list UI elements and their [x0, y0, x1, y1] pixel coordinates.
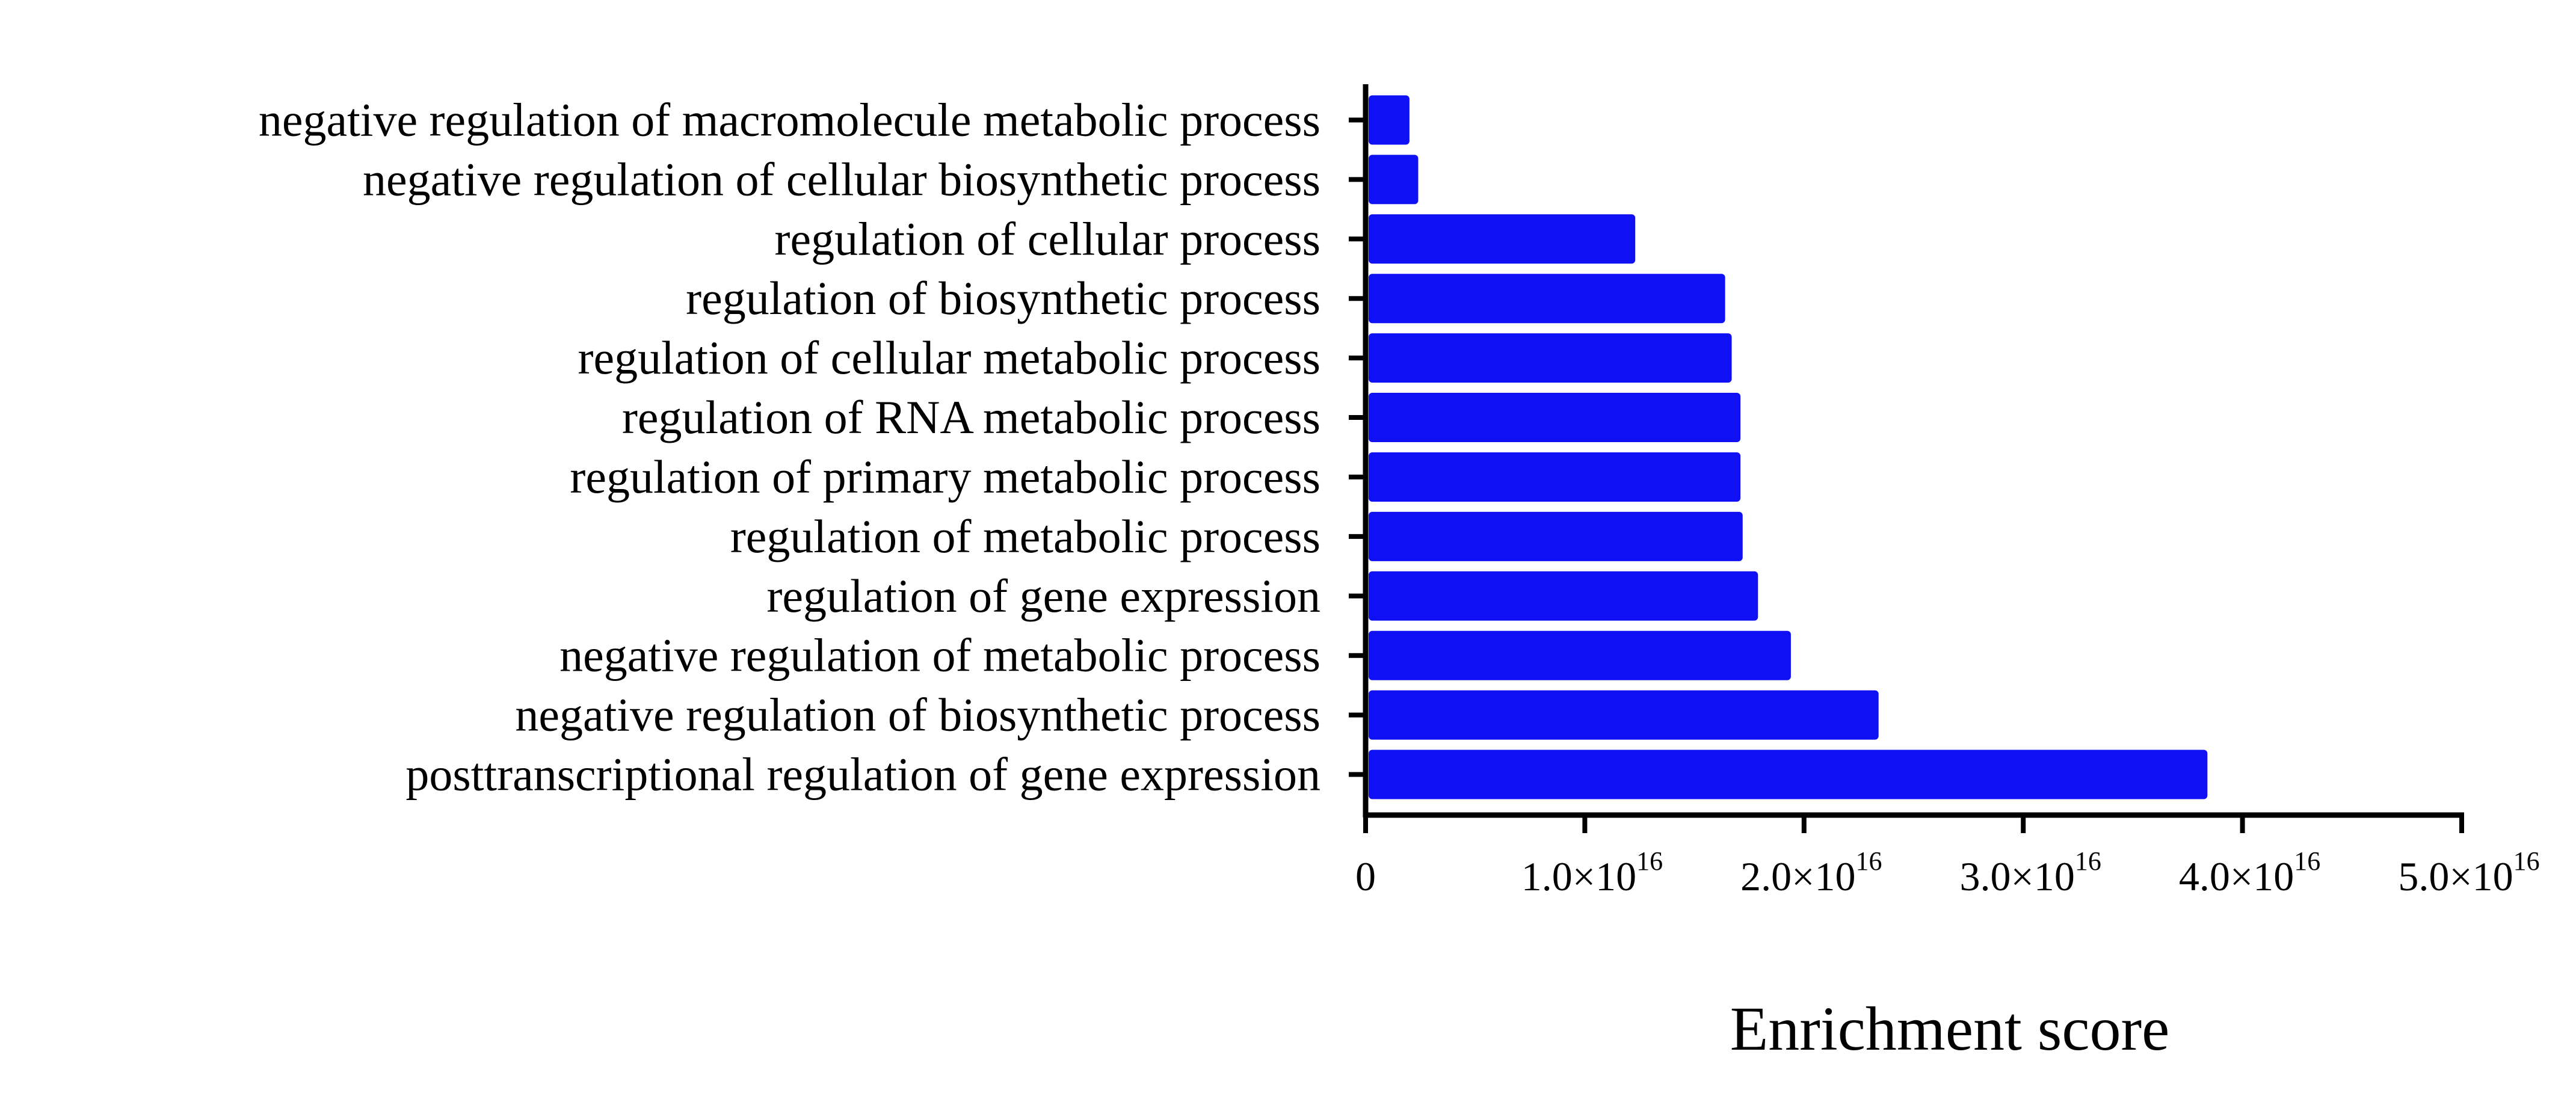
x-tick-mantissa: 3.0×10: [1960, 854, 2075, 899]
axes-layer: [1363, 84, 2464, 818]
x-tick-exponent: 16: [2075, 846, 2101, 876]
x-axis-title: Enrichment score: [1730, 994, 2170, 1064]
y-ticks: [1349, 117, 1366, 777]
bar: [1369, 214, 1636, 264]
bar: [1369, 452, 1741, 502]
x-tick-exponent: 16: [2294, 846, 2320, 876]
x-tick-label: 4.0×1016: [2179, 846, 2320, 899]
category-label: posttranscriptional regulation of gene e…: [405, 748, 1320, 801]
bar: [1369, 571, 1758, 621]
x-tick-label: 5.0×1016: [2398, 846, 2539, 899]
bar: [1369, 155, 1419, 205]
category-label: negative regulation of biosynthetic proc…: [515, 689, 1320, 741]
category-label: negative regulation of macromolecule met…: [259, 93, 1320, 146]
bars-layer: [1369, 95, 2208, 799]
x-tick-mantissa: 1.0×10: [1521, 854, 1636, 899]
bar: [1369, 690, 1879, 740]
category-label: regulation of biosynthetic process: [686, 272, 1320, 324]
bar: [1369, 95, 1410, 145]
x-tick-exponent: 16: [1855, 846, 1882, 876]
bar: [1369, 750, 2208, 799]
bar: [1369, 511, 1743, 561]
category-label: regulation of RNA metabolic process: [622, 391, 1320, 443]
bar: [1369, 333, 1732, 383]
x-tick-mantissa: 2.0×10: [1740, 854, 1855, 899]
x-tick-label: 1.0×1016: [1521, 846, 1663, 899]
x-tick-mantissa: 0: [1355, 854, 1376, 899]
category-label: negative regulation of metabolic process: [559, 629, 1320, 682]
x-tick-label: 2.0×1016: [1740, 846, 1882, 899]
x-tick-exponent: 16: [1636, 846, 1663, 876]
x-tick-label: 3.0×1016: [1960, 846, 2101, 899]
x-ticks: 0 1.0×1016 2.0×1016 3.0×1016 4.0×1016 5.0×101…: [1355, 815, 2540, 899]
bar: [1369, 393, 1741, 443]
x-tick-exponent: 16: [2513, 846, 2540, 876]
x-tick-mantissa: 4.0×10: [2179, 854, 2294, 899]
bar: [1369, 274, 1725, 324]
bar: [1369, 630, 1791, 680]
category-label: regulation of metabolic process: [730, 510, 1320, 562]
category-label: regulation of gene expression: [766, 570, 1320, 622]
category-labels: negative regulation of macromolecule met…: [259, 93, 1320, 800]
x-tick-label: 0: [1355, 854, 1376, 899]
x-tick-mantissa: 5.0×10: [2398, 854, 2513, 899]
category-label: regulation of primary metabolic process: [570, 451, 1320, 503]
category-label: negative regulation of cellular biosynth…: [363, 153, 1320, 205]
category-label: regulation of cellular process: [775, 212, 1320, 265]
category-label: regulation of cellular metabolic process: [578, 331, 1320, 384]
